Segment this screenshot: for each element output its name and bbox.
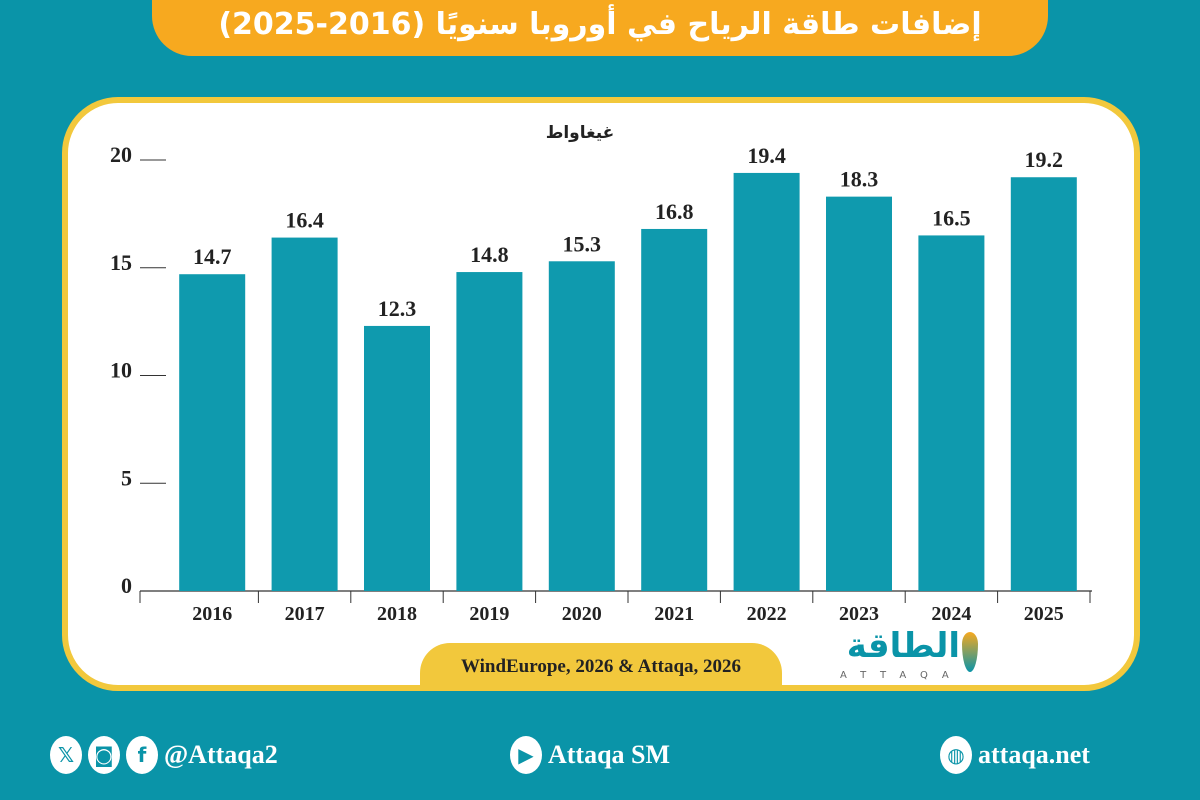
logo-arabic: الطاقة <box>846 626 960 666</box>
bar-2025 <box>1010 177 1077 592</box>
y-axis-label: غيغاواط <box>546 123 615 143</box>
x-tick-label: 2018 <box>377 603 417 625</box>
social-handle[interactable]: @Attaqa2 <box>164 740 278 769</box>
x-tick-label: 2016 <box>192 603 232 625</box>
data-label: 18.3 <box>840 167 879 192</box>
attaqa-logo: الطاقة ATTAQA <box>830 626 980 684</box>
instagram-icon[interactable]: ◙ <box>88 736 120 774</box>
globe-icon: ◍ <box>940 736 972 774</box>
y-tick-label: 20 <box>110 142 132 167</box>
x-tick-label: 2020 <box>562 603 602 625</box>
bar-2024 <box>918 235 985 592</box>
logo-latin: ATTAQA <box>840 670 963 681</box>
logo-drop-icon <box>962 632 978 672</box>
x-tick-label: 2019 <box>469 603 509 625</box>
source-note: WindEurope, 2026 & Attaqa, 2026 <box>420 643 782 691</box>
youtube-handle: Attaqa SM <box>548 740 671 769</box>
x-tick-label: 2024 <box>931 603 971 625</box>
y-tick-label: 0 <box>121 573 132 598</box>
x-tick-label: 2022 <box>747 603 787 625</box>
chart-title: إضافات طاقة الرياح في أوروبا سنويًا (201… <box>218 7 982 42</box>
title-banner: إضافات طاقة الرياح في أوروبا سنويًا (201… <box>152 0 1048 56</box>
social-links: 𝕏 ◙ f @Attaqa2 <box>50 736 278 774</box>
x-tick-label: 2021 <box>654 603 694 625</box>
data-label: 14.8 <box>470 242 509 267</box>
y-tick-label: 10 <box>110 358 132 383</box>
y-tick-label: 15 <box>110 250 132 275</box>
youtube-link[interactable]: ▶ Attaqa SM <box>510 736 670 774</box>
bar-2020 <box>548 261 615 591</box>
data-label: 19.2 <box>1025 147 1064 172</box>
data-label: 15.3 <box>563 231 602 256</box>
bar-2022 <box>733 172 800 591</box>
bar-2017 <box>271 237 338 591</box>
x-tick-label: 2017 <box>285 603 325 625</box>
data-label: 16.4 <box>285 208 324 233</box>
website-link[interactable]: ◍ attaqa.net <box>940 736 1090 774</box>
data-label: 19.4 <box>747 143 786 168</box>
x-tick-label: 2023 <box>839 603 879 625</box>
bar-2023 <box>826 196 892 591</box>
bar-2019 <box>456 272 523 591</box>
data-label: 12.3 <box>378 296 417 321</box>
data-label: 16.8 <box>655 199 694 224</box>
data-label: 16.5 <box>932 205 971 230</box>
y-tick-label: 5 <box>121 465 132 490</box>
facebook-icon[interactable]: f <box>126 736 158 774</box>
data-label: 14.7 <box>193 244 232 269</box>
youtube-icon: ▶ <box>510 736 542 774</box>
bar-2016 <box>179 274 246 591</box>
x-icon[interactable]: 𝕏 <box>50 736 82 774</box>
bar-2018 <box>364 325 430 591</box>
website-url: attaqa.net <box>978 740 1090 769</box>
x-tick-label: 2025 <box>1024 603 1064 625</box>
bar-2021 <box>641 228 708 591</box>
